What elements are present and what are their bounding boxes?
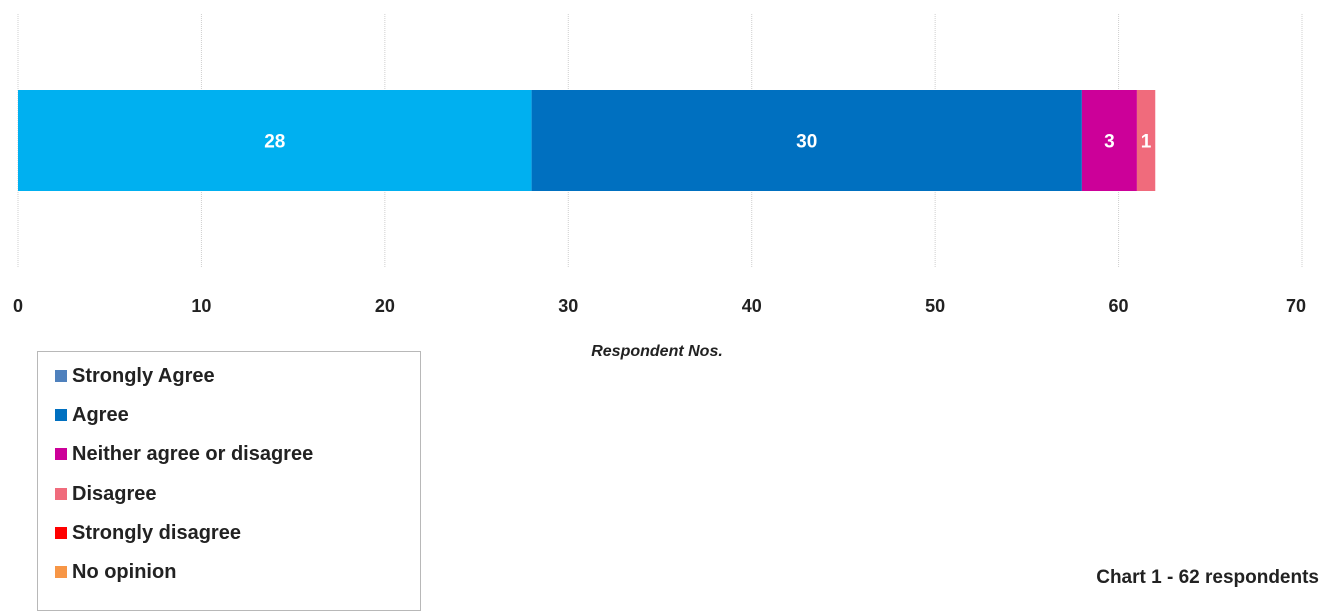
bar-segment [1136,90,1156,191]
legend-item: Neither agree or disagree [55,439,313,469]
legend-label: No opinion [72,560,177,583]
data-labels: 28 30 3 1 [264,132,1152,153]
legend-swatch-disagree [55,488,67,500]
x-tick-label: 50 [925,296,946,316]
x-tick-label: 60 [1108,296,1129,316]
legend: Strongly Agree Agree Neither agree or di… [37,351,421,611]
data-label: 30 [796,132,817,153]
chart-caption: Chart 1 - 62 respondents [1096,567,1319,588]
data-label: 28 [264,132,285,153]
legend-item: Strongly Agree [55,361,215,391]
legend-swatch-agree [55,409,67,421]
bar-segment [1081,90,1137,191]
bar-segments [18,90,1156,191]
legend-item: No opinion [55,557,176,587]
legend-swatch-strongly-agree [55,370,67,382]
bar-segment [531,90,1082,191]
legend-swatch-neither [55,448,67,460]
x-tick-label: 20 [374,296,395,316]
legend-label: Neither agree or disagree [72,442,314,465]
legend-label: Strongly Agree [72,364,215,387]
x-tick-label: 40 [741,296,762,316]
legend-item: Strongly disagree [55,518,241,548]
legend-swatch-strongly-disagree [55,527,67,539]
legend-label: Agree [72,403,129,426]
x-axis-title: Respondent Nos. [591,343,723,360]
x-tick-label: 70 [1285,296,1307,316]
x-tick-label: 0 [12,296,23,316]
stacked-bar-chart: 28 30 3 1 [17,14,1303,268]
data-label: 3 [1104,132,1115,153]
x-tick-label: 30 [558,296,579,316]
data-label: 1 [1141,132,1152,153]
legend-item: Disagree [55,479,157,509]
x-tick-label: 10 [191,296,212,316]
bar-segment [18,90,532,191]
legend-swatch-no-opinion [55,566,67,578]
legend-item: Agree [55,400,129,430]
legend-label: Disagree [72,482,157,505]
legend-label: Strongly disagree [72,521,241,544]
